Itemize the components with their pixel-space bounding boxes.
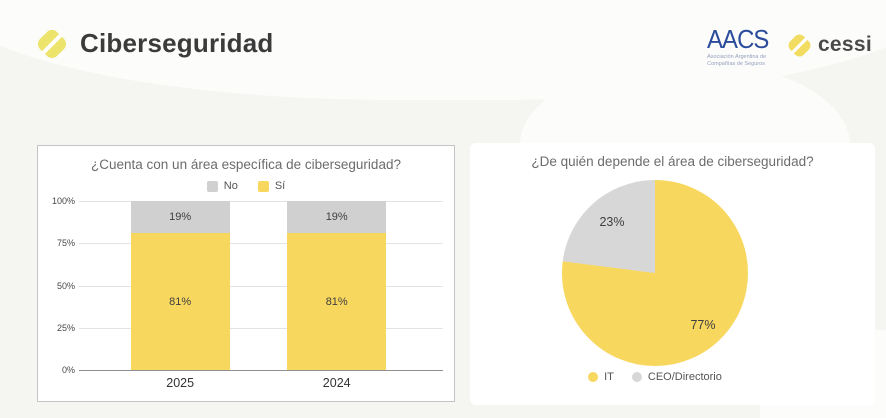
legend-label-it: IT [604, 371, 614, 383]
cessi-mark-icon [35, 26, 69, 61]
legend-swatch-no [206, 180, 218, 192]
y-tick-100: 100% [51, 196, 75, 206]
aacs-subtitle-line1: Asociación Argentina de [707, 54, 767, 60]
legend-dot-ceo [631, 372, 642, 382]
aacs-logo-text: AACS [707, 24, 769, 54]
page-title: Ciberseguridad [80, 28, 274, 58]
legend-label-no: No [223, 180, 238, 192]
y-tick-25: 25% [56, 322, 75, 333]
gridline-75 [79, 243, 443, 245]
pie-chart-legend: IT CEO/Directorio [470, 371, 840, 383]
legend-dot-it [588, 372, 599, 382]
cessi-mark-icon [786, 31, 813, 59]
bar-2025-segment-no: 19% [130, 201, 230, 234]
bar-2025: 19% 81% [130, 201, 230, 370]
bar-2024-no-value: 19% [325, 211, 348, 224]
legend-item-no: No [206, 180, 238, 192]
bar-chart-title: ¿Cuenta con un área específica de cibers… [91, 157, 401, 172]
pie-chart-title: ¿De quién depende el área de ciberseguri… [531, 154, 814, 169]
legend-label-ceo: CEO/Directorio [647, 371, 722, 383]
bar-chart-panel: ¿Cuenta con un área específica de cibers… [37, 145, 455, 402]
gridline-25 [79, 327, 443, 329]
gridline-100 [79, 201, 443, 202]
pie-chart [562, 180, 748, 366]
legend-swatch-si [257, 180, 269, 192]
pie-label-it: 77% [690, 318, 716, 332]
gridline-50 [79, 285, 443, 287]
x-axis-baseline [79, 370, 443, 371]
aacs-subtitle-line2: Compañías de Seguros [707, 61, 765, 68]
y-tick-0: 0% [61, 365, 75, 375]
bar-2024-si-value: 81% [325, 295, 348, 308]
bar-2025-segment-si: 81% [130, 233, 230, 370]
legend-label-si: Sí [274, 180, 286, 192]
pie-label-ceo: 23% [599, 215, 625, 229]
logo-group: AACS Asociación Argentina de Compañías d… [707, 26, 872, 69]
bar-2025-si-value: 81% [169, 295, 192, 308]
pie-chart-panel: ¿De quién depende el área de ciberseguri… [470, 143, 875, 405]
bar-plot-area: 100% 75% 50% 25% 0% 19% 81% 19% 81% [52, 196, 443, 390]
aacs-logo-subtitle: Asociación Argentina de Compañías de Seg… [707, 54, 766, 69]
legend-item-ceo: CEO/Directorio [631, 371, 722, 383]
y-tick-75: 75% [56, 238, 75, 249]
aacs-logo: AACS Asociación Argentina de Compañías d… [707, 26, 774, 69]
bar-2025-no-value: 19% [169, 211, 192, 224]
bar-chart-legend: No Sí [38, 180, 454, 192]
legend-item-si: Sí [257, 180, 286, 192]
y-tick-50: 50% [56, 280, 75, 291]
x-label-2025: 2025 [166, 376, 195, 390]
cessi-logo-text: cessi [817, 33, 872, 56]
legend-item-it: IT [588, 371, 614, 383]
bar-2024-segment-si: 81% [287, 233, 387, 370]
x-label-2024: 2024 [322, 376, 351, 390]
bar-2024-segment-no: 19% [287, 201, 387, 234]
header: Ciberseguridad [35, 26, 274, 61]
cessi-logo: cessi [786, 31, 872, 59]
bar-2024: 19% 81% [287, 201, 387, 370]
